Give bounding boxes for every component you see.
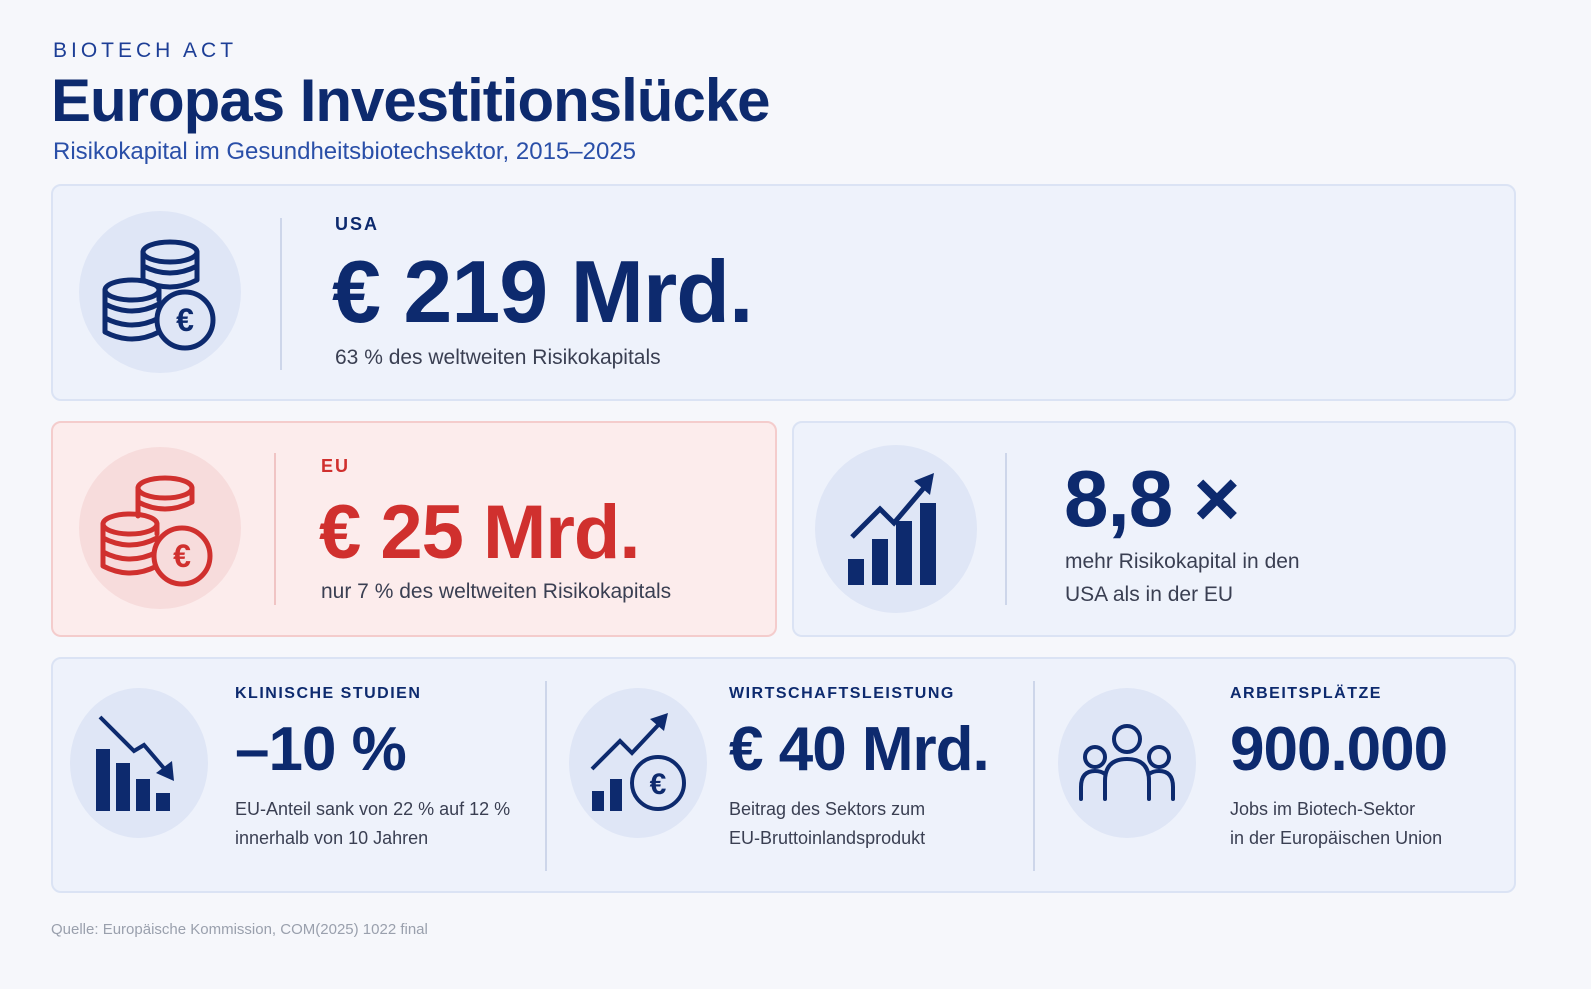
stat-description-line1: Jobs im Biotech-Sektor: [1230, 799, 1416, 819]
eu-value: € 25 Mrd.: [319, 490, 640, 575]
source-note: Quelle: Europäische Kommission, COM(2025…: [51, 921, 428, 938]
stat-description-line2: in der Europäischen Union: [1230, 828, 1443, 848]
eu-card: € EU € 25 Mrd. nur 7 % des weltweiten Ri…: [51, 421, 777, 637]
growth-euro-icon: €: [588, 713, 688, 813]
rising-bar-chart-icon: [846, 469, 946, 589]
usa-value: € 219 Mrd.: [332, 242, 753, 341]
kicker: BIOTECH ACT: [53, 39, 238, 62]
ratio-icon-circle: [815, 445, 977, 613]
stat-value: 900.000: [1230, 715, 1448, 784]
stat-description-line2: EU-Bruttoinlandsprodukt: [729, 828, 926, 848]
divider: [545, 681, 547, 871]
stat-description-line1: EU-Anteil sank von 22 % auf 12 %: [235, 799, 511, 819]
falling-bar-chart-icon: [94, 713, 184, 813]
stat-value: –10 %: [235, 715, 407, 784]
ratio-description-line2: USA als in der EU: [1065, 583, 1234, 606]
coins-euro-icon: €: [100, 468, 220, 588]
usa-description: 63 % des weltweiten Risikokapitals: [335, 346, 661, 369]
usa-card: € USA € 219 Mrd. 63 % des weltweiten Ris…: [51, 184, 1516, 401]
divider: [1033, 681, 1035, 871]
eu-description: nur 7 % des weltweiten Risikokapitals: [321, 580, 672, 603]
svg-text:€: €: [650, 768, 667, 801]
stat-icon-circle: [1058, 688, 1196, 838]
page-subtitle: Risikokapital im Gesundheitsbiotechsekto…: [53, 138, 637, 165]
svg-text:€: €: [176, 302, 194, 338]
usa-icon-circle: €: [79, 211, 241, 373]
usa-label: USA: [335, 214, 380, 234]
coins-euro-icon: €: [100, 232, 220, 352]
stat-value: € 40 Mrd.: [729, 715, 990, 784]
stat-description-line2: innerhalb von 10 Jahren: [235, 828, 429, 848]
page-title: Europas Investitionslücke: [51, 67, 771, 134]
ratio-card: 8,8 × mehr Risikokapital in den USA als …: [792, 421, 1516, 637]
stat-label: ARBEITSPLÄTZE: [1230, 685, 1382, 702]
stat-icon-circle: €: [569, 688, 707, 838]
stat-description-line1: Beitrag des Sektors zum: [729, 799, 926, 819]
divider: [280, 218, 282, 370]
eu-label: EU: [321, 456, 351, 476]
stats-card: KLINISCHE STUDIEN –10 % EU-Anteil sank v…: [51, 657, 1516, 893]
svg-text:€: €: [173, 538, 191, 574]
divider: [274, 453, 276, 605]
people-group-icon: [1079, 723, 1175, 803]
ratio-value: 8,8 ×: [1064, 454, 1240, 543]
divider: [1005, 453, 1007, 605]
ratio-description-line1: mehr Risikokapital in den: [1065, 550, 1300, 573]
eu-icon-circle: €: [79, 447, 241, 609]
stat-label: WIRTSCHAFTSLEISTUNG: [729, 685, 955, 702]
stat-icon-circle: [70, 688, 208, 838]
stat-label: KLINISCHE STUDIEN: [235, 685, 422, 702]
